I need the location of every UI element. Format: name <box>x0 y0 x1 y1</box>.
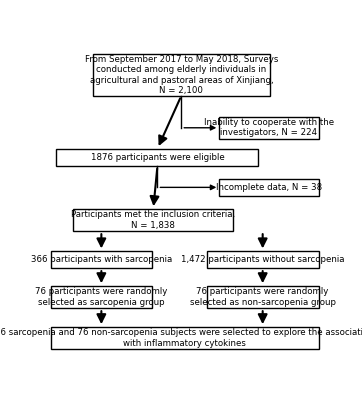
FancyBboxPatch shape <box>51 286 152 308</box>
FancyBboxPatch shape <box>207 286 319 308</box>
FancyBboxPatch shape <box>219 179 319 196</box>
Text: 76 participants were randomly
selected as non-sarcopenia group: 76 participants were randomly selected a… <box>190 288 336 307</box>
Text: 1,472 participants without sarcopenia: 1,472 participants without sarcopenia <box>181 255 344 264</box>
Text: Incomplete data, N = 38: Incomplete data, N = 38 <box>216 183 322 192</box>
FancyBboxPatch shape <box>219 117 319 139</box>
FancyBboxPatch shape <box>56 149 258 166</box>
FancyBboxPatch shape <box>207 251 319 268</box>
FancyBboxPatch shape <box>73 209 233 231</box>
FancyBboxPatch shape <box>51 251 152 268</box>
FancyBboxPatch shape <box>93 54 270 96</box>
Text: Inability to cooperate with the
investigators, N = 224: Inability to cooperate with the investig… <box>204 118 334 138</box>
Text: Participants met the inclusion criteria,
N = 1,838: Participants met the inclusion criteria,… <box>71 210 235 230</box>
Text: 1876 participants were eligible: 1876 participants were eligible <box>90 153 224 162</box>
Text: 366 participants with sarcopenia: 366 participants with sarcopenia <box>31 255 172 264</box>
Text: 76 sarcopenia and 76 non-sarcopenia subjects were selected to explore the associ: 76 sarcopenia and 76 non-sarcopenia subj… <box>0 328 362 348</box>
Text: From September 2017 to May 2018, Surveys
conducted among elderly individuals in
: From September 2017 to May 2018, Surveys… <box>85 55 278 95</box>
FancyBboxPatch shape <box>51 327 319 349</box>
Text: 76 participants were randomly
selected as sarcopenia group: 76 participants were randomly selected a… <box>35 288 168 307</box>
